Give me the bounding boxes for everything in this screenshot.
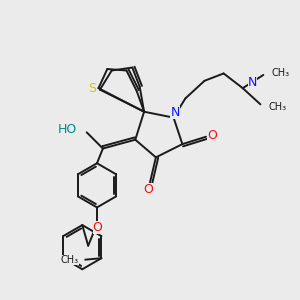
Text: CH₃: CH₃ [272,68,290,78]
Text: O: O [144,183,154,196]
Text: S: S [88,82,96,95]
Text: CH₃: CH₃ [269,102,287,112]
Text: HO: HO [58,124,77,136]
Text: O: O [93,220,103,234]
Text: N: N [248,76,257,89]
Text: N: N [170,106,180,119]
Text: O: O [208,129,218,142]
Text: CH₃: CH₃ [61,255,79,265]
